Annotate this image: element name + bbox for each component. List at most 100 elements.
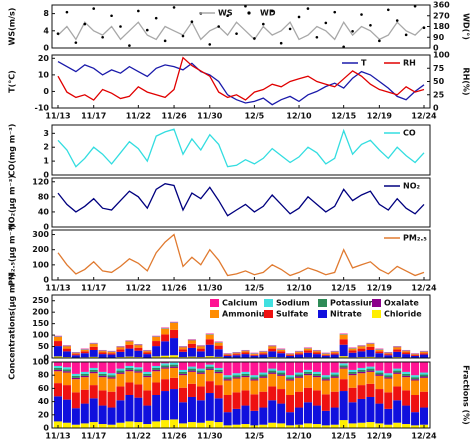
bar-segment bbox=[339, 379, 348, 392]
bar-segment bbox=[357, 371, 366, 374]
panel-frame bbox=[51, 229, 431, 281]
bar-segment bbox=[411, 377, 420, 380]
bar-segment bbox=[321, 354, 330, 356]
bar-segment bbox=[259, 424, 268, 428]
bar-segment bbox=[125, 369, 134, 372]
bar-segment bbox=[80, 389, 89, 404]
bar-segment bbox=[170, 389, 179, 420]
bar-segment bbox=[411, 412, 420, 426]
bar-segment bbox=[312, 424, 321, 428]
bar-segment bbox=[312, 362, 321, 372]
bar-segment bbox=[232, 378, 241, 393]
bar-segment bbox=[187, 366, 196, 369]
bar-segment bbox=[419, 362, 429, 373]
bar-segment bbox=[196, 368, 205, 371]
x-tick-label: 12/15 bbox=[331, 112, 357, 121]
x-tick-label: 11/17 bbox=[81, 112, 106, 121]
bar-segment bbox=[223, 377, 232, 380]
bar-segment bbox=[134, 372, 143, 385]
bar-segment bbox=[152, 356, 161, 358]
bar-segment bbox=[223, 395, 232, 413]
bar-segment bbox=[170, 322, 179, 330]
bar-segment bbox=[178, 349, 187, 352]
y-axis-label: PM₂.₅(μg m⁻³) bbox=[8, 224, 17, 286]
bar-segment bbox=[321, 353, 330, 355]
y-tick-label: 2 bbox=[43, 143, 49, 152]
legend-label: PM₂.₅ bbox=[403, 234, 427, 243]
x-tick-label: 11/30 bbox=[197, 284, 223, 293]
wd-point bbox=[83, 22, 87, 26]
bar-segment bbox=[241, 405, 250, 425]
bar-segment bbox=[53, 367, 63, 370]
x-tick-label: 12/5 bbox=[245, 284, 265, 293]
y2-axis-label: WD(°) bbox=[462, 13, 471, 40]
bar-segment bbox=[241, 424, 250, 428]
x-tick-label: 12/15 bbox=[331, 432, 357, 441]
bar-segment bbox=[348, 348, 357, 351]
bar-segment bbox=[348, 369, 357, 372]
bar-segment bbox=[259, 353, 268, 355]
bar-segment bbox=[71, 408, 80, 425]
bar-segment bbox=[241, 362, 250, 372]
bar-segment bbox=[71, 375, 80, 378]
bar-segment bbox=[205, 366, 214, 369]
bar-segment bbox=[125, 362, 134, 366]
bar-segment bbox=[232, 375, 241, 378]
bar-segment bbox=[116, 370, 125, 373]
y-tick-label: 8 bbox=[43, 9, 49, 18]
bar-segment bbox=[268, 386, 277, 401]
legend-label: Sodium bbox=[276, 299, 310, 308]
bar-segment bbox=[196, 386, 205, 401]
bar-segment bbox=[71, 392, 80, 409]
bar-segment bbox=[366, 370, 375, 372]
wd-point bbox=[145, 28, 149, 32]
bar-segment bbox=[366, 362, 375, 367]
bar-segment bbox=[303, 371, 312, 374]
y-axis-label: T(°C) bbox=[8, 70, 17, 93]
wd-point bbox=[315, 35, 319, 39]
y-tick-label: 300 bbox=[32, 230, 49, 239]
wd-point bbox=[101, 35, 104, 39]
bar-segment bbox=[161, 367, 170, 369]
bar-segment bbox=[98, 362, 107, 372]
legend-label: Oxalate bbox=[384, 299, 419, 308]
bar-segment bbox=[170, 364, 179, 367]
bar-segment bbox=[152, 367, 161, 370]
bar-segment bbox=[53, 336, 63, 342]
bar-segment bbox=[348, 352, 357, 358]
bar-segment bbox=[205, 344, 214, 357]
bar-segment bbox=[402, 362, 411, 372]
bar-segment bbox=[53, 356, 63, 358]
bar-segment bbox=[375, 372, 384, 375]
bar-segment bbox=[375, 349, 384, 352]
x-tick-label: 12/19 bbox=[367, 284, 393, 293]
bar-segment bbox=[116, 368, 125, 371]
bar-segment bbox=[125, 367, 134, 370]
bar-segment bbox=[330, 424, 339, 428]
x-tick-label: 11/17 bbox=[81, 432, 106, 441]
bar-segment bbox=[107, 362, 116, 374]
bar-segment bbox=[71, 379, 80, 393]
bar-segment bbox=[250, 375, 259, 378]
wd-point bbox=[378, 39, 381, 43]
bar-segment bbox=[402, 390, 411, 406]
bar-segment bbox=[107, 378, 116, 392]
bar-segment bbox=[357, 351, 366, 358]
legend-swatch bbox=[264, 299, 273, 307]
bar-segment bbox=[277, 349, 286, 352]
bar-segment bbox=[402, 373, 411, 376]
bar-segment bbox=[268, 372, 277, 374]
bar-segment bbox=[116, 373, 125, 387]
bar-segment bbox=[223, 355, 232, 356]
bar-segment bbox=[62, 369, 71, 372]
bar-segment bbox=[89, 373, 98, 386]
bar-segment bbox=[321, 355, 330, 358]
bar-segment bbox=[419, 374, 429, 377]
legend-swatch bbox=[210, 310, 219, 318]
y-tick-label: 200 bbox=[32, 308, 49, 317]
bar-segment bbox=[286, 377, 295, 380]
bar-segment bbox=[143, 390, 152, 406]
legend-swatch bbox=[372, 299, 381, 307]
bar-segment bbox=[330, 377, 339, 392]
bar-segment bbox=[402, 371, 411, 374]
